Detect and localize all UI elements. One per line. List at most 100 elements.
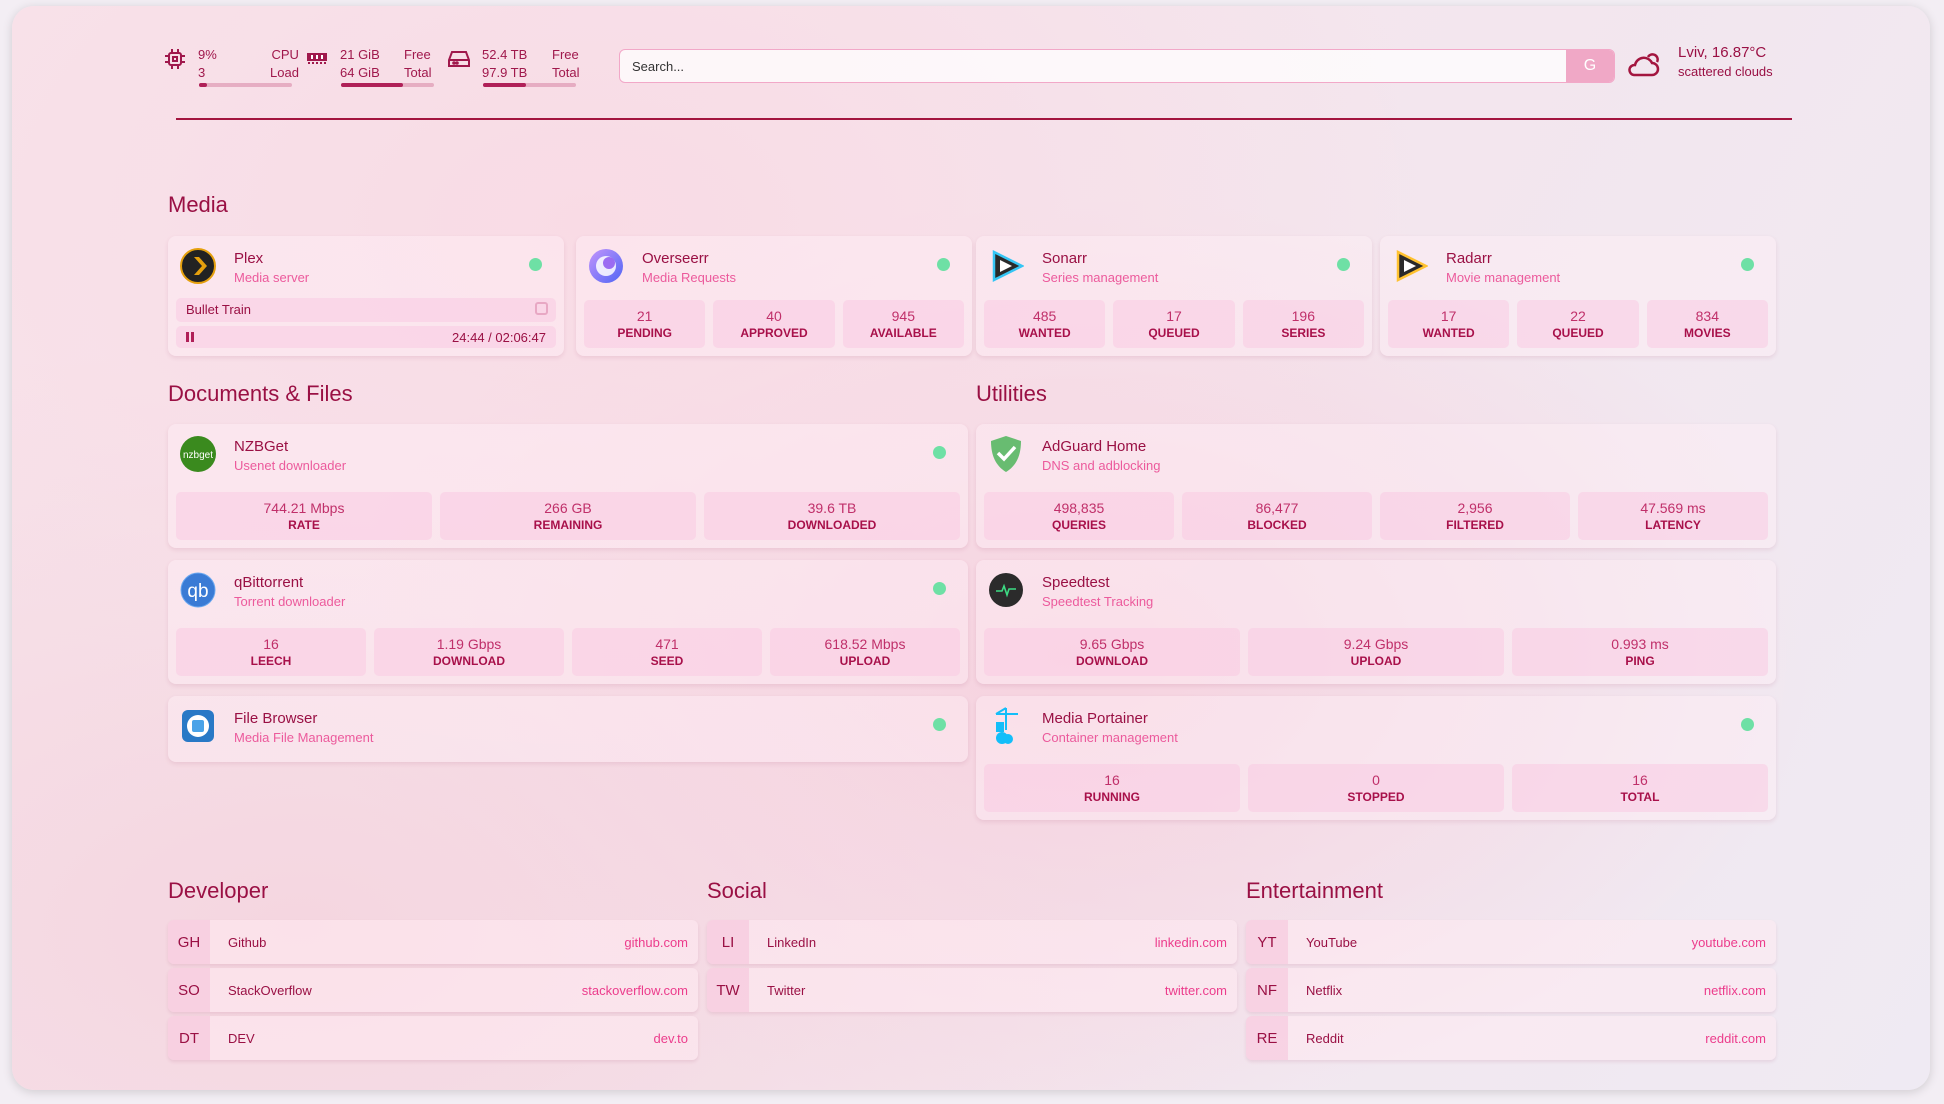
speedtest-icon — [988, 572, 1024, 608]
stat-value: 618.52 Mbps — [824, 636, 906, 652]
service-name[interactable]: File Browser — [234, 710, 318, 727]
stat-block: 834 MOVIES — [1646, 300, 1768, 348]
stat-block: 471 SEED — [572, 628, 762, 676]
service-card-radarr[interactable]: Radarr Movie management 17 WANTED 22 QUEUED 83… — [1380, 236, 1776, 356]
service-card-speedtest[interactable]: Speedtest Speedtest Tracking 9.65 Gbps DOWN… — [976, 560, 1776, 684]
service-card-media-portainer[interactable]: Media Portainer Container management 16 RUN… — [976, 696, 1776, 820]
disk-icon — [448, 50, 470, 71]
bookmark-name: LinkedIn — [767, 934, 817, 950]
stat-value: 16 — [263, 636, 279, 652]
memory-total-value: 64 GiB — [340, 65, 380, 80]
bookmark-stackoverflow[interactable]: SO StackOverflow stackoverflow.com — [168, 968, 698, 1012]
search-engine-button[interactable]: G — [1566, 50, 1614, 82]
stat-block: 47.569 ms LATENCY — [1578, 492, 1768, 540]
svg-text:qb: qb — [187, 581, 208, 602]
service-stats: 485 WANTED 17 QUEUED 196 SERIES — [984, 300, 1364, 348]
service-stats: 16 RUNNING 0 STOPPED 16 TOTAL — [984, 764, 1768, 812]
bookmark-name: Github — [228, 934, 267, 950]
bookmark-url[interactable]: reddit.com — [1705, 1030, 1766, 1046]
memory-widget: 21 GiB 64 GiB Free Total — [306, 46, 431, 82]
service-name[interactable]: Plex — [234, 250, 264, 267]
bookmark-abbr: SO — [168, 968, 210, 1012]
stat-block: 16 TOTAL — [1512, 764, 1768, 812]
service-name[interactable]: Speedtest — [1042, 574, 1110, 591]
search-bar: G — [619, 49, 1615, 83]
cloud-icon — [1626, 50, 1662, 83]
stat-value: 16 — [1104, 772, 1120, 788]
bookmark-url[interactable]: github.com — [624, 934, 688, 950]
disk-bar-fill — [483, 83, 526, 87]
stat-value: 40 — [766, 308, 782, 324]
service-name[interactable]: Sonarr — [1042, 250, 1088, 267]
service-description: Movie management — [1446, 270, 1561, 285]
bookmark-name: DEV — [228, 1030, 255, 1046]
stat-label: RUNNING — [1084, 790, 1140, 804]
bookmark-netflix[interactable]: NF Netflix netflix.com — [1246, 968, 1776, 1012]
stat-label: AVAILABLE — [869, 326, 937, 340]
stream-info-icon[interactable] — [535, 302, 548, 315]
search-input[interactable] — [620, 50, 1566, 82]
service-card-plex[interactable]: Plex Media server Bullet Train 24:44 / 02:0… — [168, 236, 564, 356]
bookmark-youtube[interactable]: YT YouTube youtube.com — [1246, 920, 1776, 964]
service-stats: 744.21 Mbps RATE 266 GB REMAINING 39.6 TB DOW… — [176, 492, 960, 540]
service-name[interactable]: NZBGet — [234, 438, 289, 455]
bookmark-url[interactable]: youtube.com — [1691, 934, 1766, 950]
status-indicator-online — [1337, 258, 1350, 271]
status-indicator-online — [933, 582, 946, 595]
bookmark-reddit[interactable]: RE Reddit reddit.com — [1246, 1016, 1776, 1060]
service-card-sonarr[interactable]: Sonarr Series management 485 WANTED 17 QUEUED… — [976, 236, 1372, 356]
bookmark-name: Netflix — [1306, 982, 1343, 998]
service-stats: 498,835 QUERIES 86,477 BLOCKED 2,956 FILTERED… — [984, 492, 1768, 540]
section-title-utilities: Utilities — [976, 381, 1047, 406]
status-indicator-online — [529, 258, 542, 271]
header-divider — [176, 118, 1792, 120]
service-card-nzbget[interactable]: nzbget NZBGet Usenet downloader 744.21 Mbps… — [168, 424, 968, 548]
service-card-qbittorrent[interactable]: qb qBittorrent Torrent downloader 16 LEECH 1.… — [168, 560, 968, 684]
bookmark-url[interactable]: stackoverflow.com — [581, 982, 688, 998]
stat-block: 0.993 ms PING — [1512, 628, 1768, 676]
stat-value: 0.993 ms — [1611, 636, 1669, 652]
stat-value: 17 — [1166, 308, 1182, 324]
bookmark-name: Twitter — [767, 982, 806, 998]
stat-value: 21 — [636, 308, 653, 324]
stat-block: 9.65 Gbps DOWNLOAD — [984, 628, 1240, 676]
bookmark-github[interactable]: GH Github github.com — [168, 920, 698, 964]
service-name[interactable]: qBittorrent — [234, 574, 304, 591]
stat-block: 2,956 FILTERED — [1380, 492, 1570, 540]
bookmark-twitter[interactable]: TW Twitter twitter.com — [707, 968, 1237, 1012]
bookmark-url[interactable]: dev.to — [653, 1030, 688, 1046]
stat-block: 16 RUNNING — [984, 764, 1240, 812]
bookmark-name: StackOverflow — [228, 982, 312, 998]
stat-value: 9.24 Gbps — [1343, 636, 1409, 652]
bookmark-url[interactable]: netflix.com — [1703, 982, 1766, 998]
bookmark-url[interactable]: twitter.com — [1164, 982, 1227, 998]
stat-value: 196 — [1291, 308, 1315, 324]
bookmark-name: YouTube — [1306, 934, 1358, 950]
memory-bar — [341, 83, 434, 87]
section-title-social: Social — [707, 878, 767, 903]
service-name[interactable]: Radarr — [1446, 250, 1492, 267]
pause-icon[interactable] — [186, 332, 194, 342]
stat-block: 21 PENDING — [584, 300, 706, 348]
stat-label: STOPPED — [1347, 790, 1405, 804]
service-name[interactable]: Overseerr — [642, 250, 709, 267]
bookmark-dev[interactable]: DT DEV dev.to — [168, 1016, 698, 1060]
bookmark-abbr: GH — [168, 920, 210, 964]
service-name[interactable]: Media Portainer — [1042, 710, 1148, 727]
weather-location: Lviv, 16.87°C — [1678, 44, 1767, 61]
service-card-file-browser[interactable]: File Browser Media File Management — [168, 696, 968, 762]
stat-label: LEECH — [250, 654, 292, 668]
section-title-developer: Developer — [168, 878, 269, 903]
bookmark-url[interactable]: linkedin.com — [1154, 934, 1227, 950]
service-card-overseerr[interactable]: Overseerr Media Requests 21 PENDING 40 APPROV… — [576, 236, 972, 356]
stat-label: QUEUED — [1552, 326, 1604, 340]
stat-block: 498,835 QUERIES — [984, 492, 1174, 540]
service-description: Media File Management — [234, 730, 374, 745]
memory-icon — [306, 50, 328, 69]
bookmark-abbr: NF — [1246, 968, 1288, 1012]
service-name[interactable]: AdGuard Home — [1042, 438, 1147, 455]
service-card-adguard-home[interactable]: AdGuard Home DNS and adblocking 498,835 QUE… — [976, 424, 1776, 548]
stat-value: 945 — [891, 308, 915, 324]
svg-text:nzbget: nzbget — [183, 450, 213, 461]
bookmark-linkedin[interactable]: LI LinkedIn linkedin.com — [707, 920, 1237, 964]
